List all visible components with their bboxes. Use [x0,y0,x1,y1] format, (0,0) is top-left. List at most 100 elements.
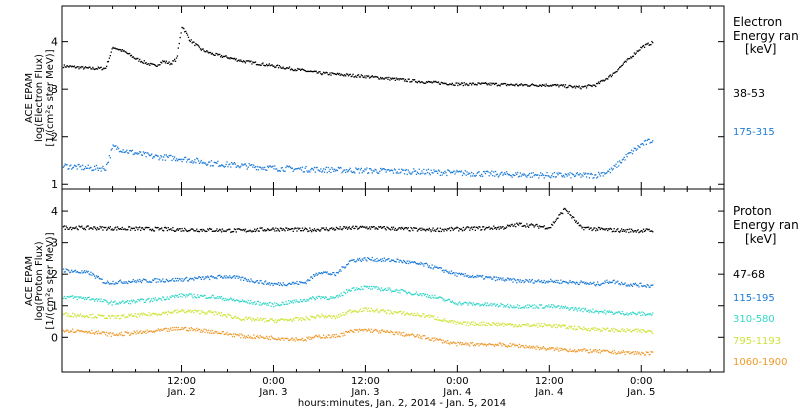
data-point [376,286,378,288]
data-point [486,302,488,304]
data-point [515,344,517,346]
data-point [465,83,467,85]
data-point [444,318,446,320]
data-point [441,342,443,344]
data-point [645,314,647,316]
data-point [204,295,206,297]
data-point [301,68,304,70]
data-point [455,272,457,274]
data-point [115,315,117,317]
data-point [480,229,482,231]
data-point [95,164,98,167]
data-point [243,318,245,320]
data-point [546,228,548,230]
data-point [431,172,433,174]
data-point [177,296,179,298]
data-point [565,327,567,330]
data-point [380,78,383,80]
data-point [67,296,69,298]
data-point [375,227,377,229]
data-point [493,322,495,325]
data-point [525,304,527,307]
data-point [383,257,385,259]
data-point [564,324,567,326]
data-point [184,311,186,313]
data-point [599,330,601,332]
data-point [453,341,455,344]
data-point [267,228,270,231]
data-point [324,168,327,171]
data-point [116,282,118,285]
data-point [506,83,509,86]
data-point [232,58,235,60]
data-point [517,176,520,178]
data-point [209,296,211,299]
data-point [473,324,476,327]
data-point [531,278,533,281]
data-point [74,269,76,271]
data-point [623,314,625,316]
data-point [133,315,135,317]
data-point [153,313,156,315]
data-point [95,229,98,231]
data-point [533,323,535,325]
data-point [83,271,85,273]
data-point [323,227,325,229]
data-point [425,172,427,175]
data-point [444,269,446,272]
data-point [213,161,215,163]
data-point [98,228,100,230]
data-point [442,269,444,271]
data-point [368,168,371,170]
data-point [277,337,280,339]
data-point [330,315,332,317]
data-point [485,345,487,347]
data-point [538,347,540,349]
data-point [514,85,516,87]
data-point [570,214,572,217]
data-point [500,227,502,229]
data-point [366,330,368,332]
data-point [539,324,541,327]
data-point [422,81,424,84]
data-point [347,289,350,292]
data-point [110,229,112,231]
data-point [522,306,524,308]
data-point [550,306,552,308]
data-point [178,278,180,280]
data-point [602,175,604,177]
data-point [561,282,563,284]
data-point [541,282,544,284]
data-point [112,301,114,303]
data-point [565,281,567,283]
data-point [72,167,74,169]
data-point [169,328,171,331]
data-point [545,281,547,283]
data-point [587,352,590,354]
data-point [66,164,68,166]
data-point [373,285,375,288]
data-point [168,330,170,332]
data-point [82,227,84,229]
data-point [244,62,247,64]
data-point [235,58,237,60]
data-point [567,173,569,175]
data-point [463,321,465,323]
data-point [117,146,119,148]
data-point [371,226,373,228]
data-point [354,309,356,312]
data-point [310,336,312,339]
data-point [252,166,254,168]
data-point [554,281,556,283]
data-point [605,281,607,284]
data-point [64,271,66,273]
data-point [466,83,468,85]
data-point [407,291,409,294]
data-point [171,229,173,231]
data-point [316,228,318,231]
data-point [402,169,404,171]
data-point [635,231,637,233]
data-point [225,315,227,317]
data-point [245,301,247,303]
data-point [585,85,587,87]
